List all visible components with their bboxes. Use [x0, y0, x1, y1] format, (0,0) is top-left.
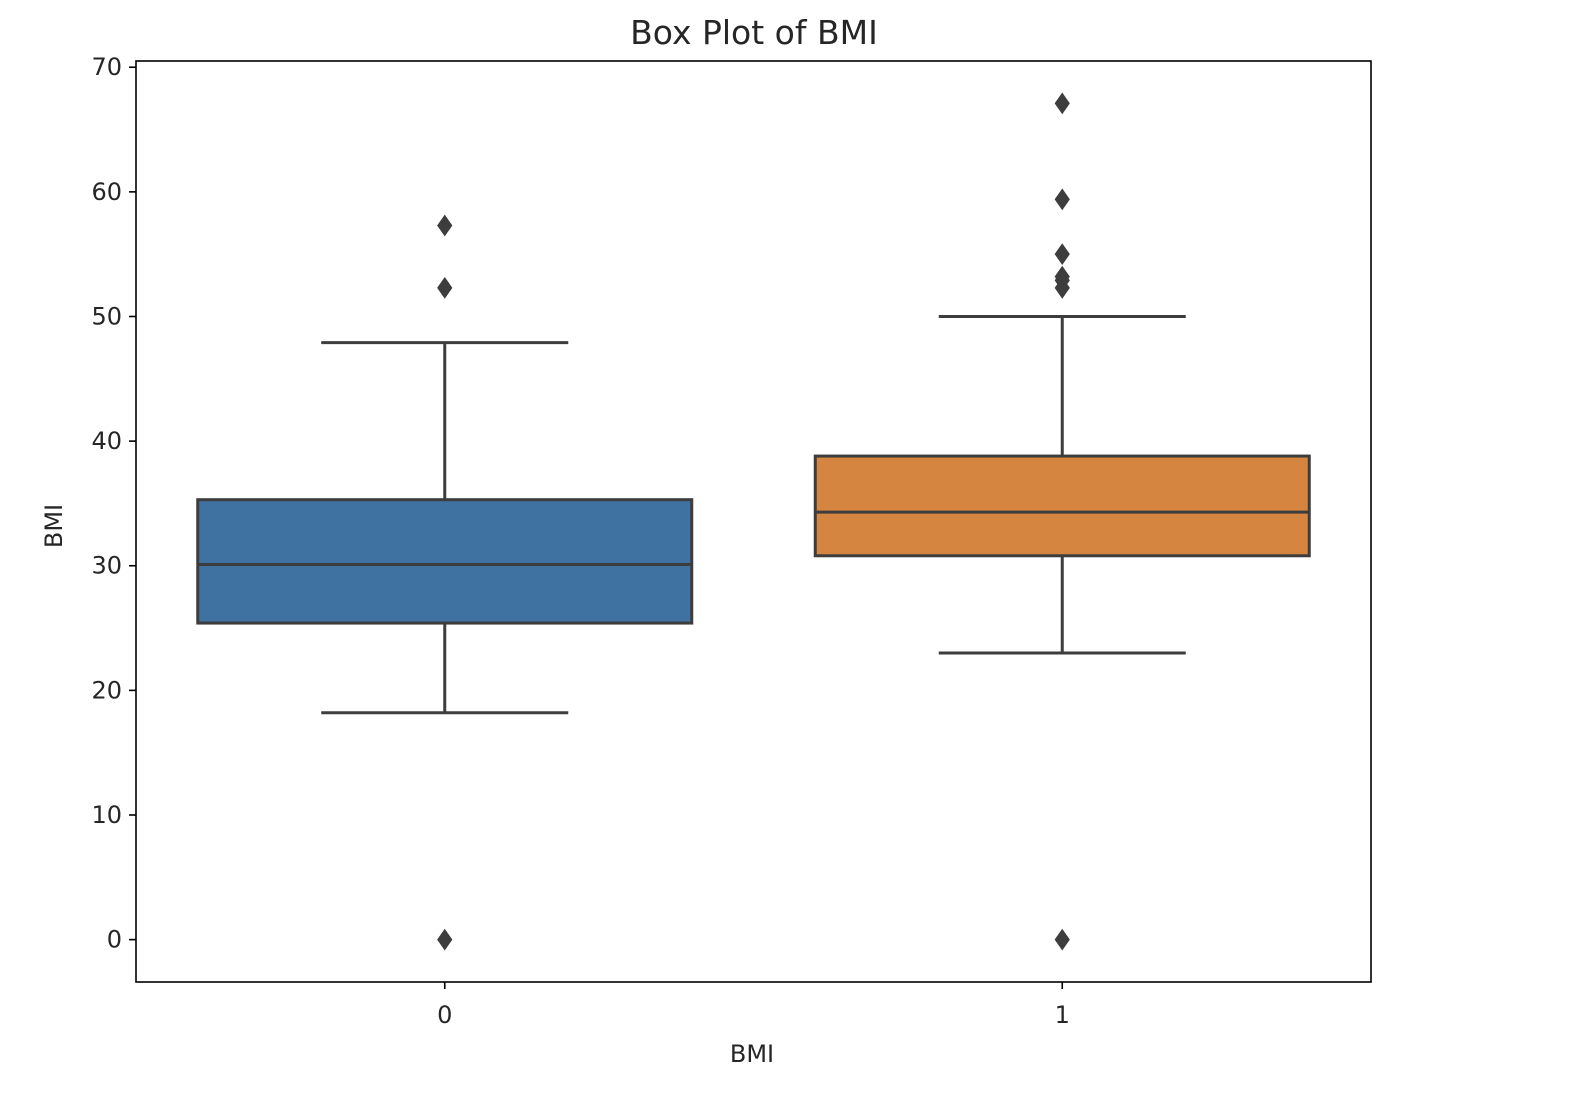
y-tick-label: 50 — [91, 302, 122, 330]
x-tick-label: 1 — [1055, 1001, 1070, 1029]
y-tick-label: 20 — [91, 676, 122, 704]
y-axis: 0 10 20 30 40 50 60 70 — [91, 53, 136, 954]
outlier-point — [1054, 243, 1070, 266]
y-tick-label: 30 — [91, 552, 122, 580]
chart-title: Box Plot of BMI — [630, 13, 878, 52]
y-tick-label: 60 — [91, 178, 122, 206]
plot-area — [135, 60, 1372, 983]
box-iqr — [813, 454, 1311, 558]
box-group-1 — [813, 92, 1311, 951]
y-tick-label: 40 — [91, 427, 122, 455]
box-iqr — [196, 498, 694, 625]
outlier-point — [437, 276, 453, 299]
outlier-point — [1054, 92, 1070, 115]
y-tick-label: 70 — [91, 53, 122, 81]
outlier-point — [437, 928, 453, 951]
x-tick-label: 0 — [437, 1001, 452, 1029]
y-tick-label: 0 — [107, 926, 122, 954]
outlier-point — [1054, 928, 1070, 951]
plot-frame — [135, 60, 1372, 983]
box-group-0 — [196, 214, 694, 951]
outlier-point — [1054, 276, 1070, 299]
outlier-point — [1054, 188, 1070, 211]
y-axis-label: BMI — [40, 504, 68, 548]
outlier-point — [437, 214, 453, 237]
y-tick-label: 10 — [91, 801, 122, 829]
x-axis-label: BMI — [730, 1040, 774, 1068]
